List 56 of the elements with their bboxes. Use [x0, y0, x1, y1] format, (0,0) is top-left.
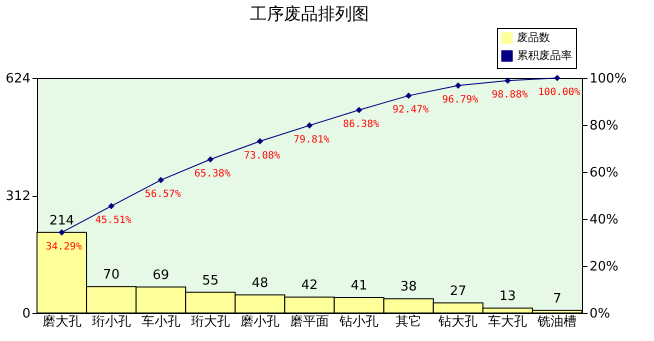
data-label: 27 [450, 284, 466, 299]
point [158, 176, 164, 184]
point [454, 82, 462, 89]
y2-tick-label: 60% [590, 166, 618, 180]
x-tick-label: 磨小孔 [240, 314, 280, 330]
x-tick-label: 珩大孔 [190, 314, 230, 330]
data-label: 56.57% [144, 189, 181, 200]
legend-label: 废品数 [517, 31, 550, 44]
data-label: 34.29% [46, 241, 82, 252]
y-tick-label: 624 [6, 72, 30, 86]
x-tick-label: 其它 [396, 314, 422, 330]
point [207, 156, 214, 163]
point [306, 122, 313, 129]
data-label: 13 [499, 289, 516, 304]
y-tick-label: 312 [6, 189, 30, 204]
x-tick-label: 铣油槽 [536, 314, 577, 330]
data-label: 69 [152, 268, 170, 284]
data-label: 92.47% [392, 104, 429, 116]
data-label: 7 [553, 291, 562, 306]
data-label: 41 [350, 278, 368, 294]
data-label: 65.38% [194, 168, 230, 180]
y2-tick-label: 80% [590, 118, 618, 134]
data-label: 38 [400, 280, 417, 295]
data-label: 45.51% [95, 215, 132, 226]
point [58, 229, 65, 236]
data-label: 70 [103, 268, 120, 283]
point [108, 202, 114, 210]
data-label: 55 [202, 273, 219, 288]
point [356, 106, 362, 114]
y2-tick-label: 0% [590, 306, 610, 322]
y2-tick-label: 40% [590, 212, 618, 228]
data-label: 98.88% [492, 90, 528, 101]
data-label: 79.81% [293, 134, 330, 146]
y2-tick-label: 100% [590, 72, 627, 86]
point [405, 92, 412, 99]
y2-tick-label: 20% [590, 260, 618, 274]
data-label: 96.79% [442, 94, 478, 106]
x-tick-label: 钻小孔 [338, 314, 379, 330]
data-label: 86.38% [342, 119, 380, 130]
point [256, 138, 264, 144]
chart-title: 工序废品排列图 [250, 4, 369, 24]
x-tick-label: 磨大孔 [42, 314, 82, 330]
x-tick-label: 磨平面 [290, 314, 329, 330]
x-tick-label: 车小孔 [141, 314, 180, 330]
data-label: 214 [49, 213, 74, 228]
x-tick-label: 珩小孔 [92, 314, 131, 330]
y-tick-label: 0 [22, 306, 30, 322]
point [504, 77, 511, 84]
data-label: 48 [252, 276, 268, 291]
point [554, 74, 560, 82]
data-label: 100.00% [538, 87, 580, 98]
data-label: 42 [301, 278, 318, 294]
x-tick-label: 车大孔 [488, 314, 528, 330]
legend-label: 累积废品率 [517, 49, 572, 62]
data-label: 73.08% [244, 150, 280, 162]
x-tick-label: 钻大孔 [438, 314, 478, 330]
